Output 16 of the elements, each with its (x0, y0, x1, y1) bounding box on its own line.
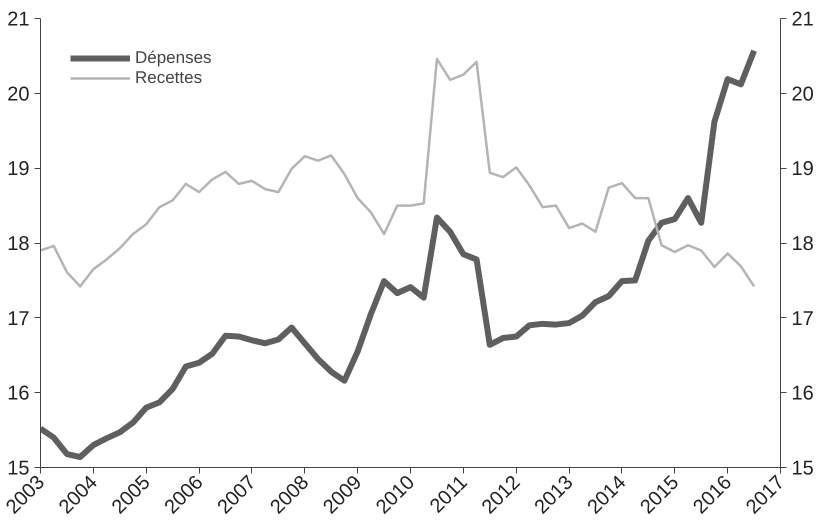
y2-tick-label: 17 (792, 308, 814, 330)
y-tick-label: 17 (7, 308, 30, 330)
legend-label: Dépenses (135, 48, 212, 68)
y-tick-label: 16 (7, 382, 30, 405)
legend-label: Recettes (135, 68, 202, 88)
y-tick-label: 21 (7, 8, 30, 30)
y2-tick-label: 16 (792, 382, 814, 405)
y2-tick-label: 21 (792, 8, 814, 30)
y2-tick-label: 19 (792, 158, 814, 180)
y2-tick-label: 20 (792, 83, 814, 106)
y2-tick-label: 18 (792, 233, 814, 255)
y-tick-label: 19 (7, 158, 30, 180)
y-tick-label: 18 (7, 233, 30, 255)
y2-tick-label: 15 (792, 458, 814, 480)
y-tick-label: 20 (7, 83, 30, 106)
y-tick-label: 15 (7, 458, 30, 480)
